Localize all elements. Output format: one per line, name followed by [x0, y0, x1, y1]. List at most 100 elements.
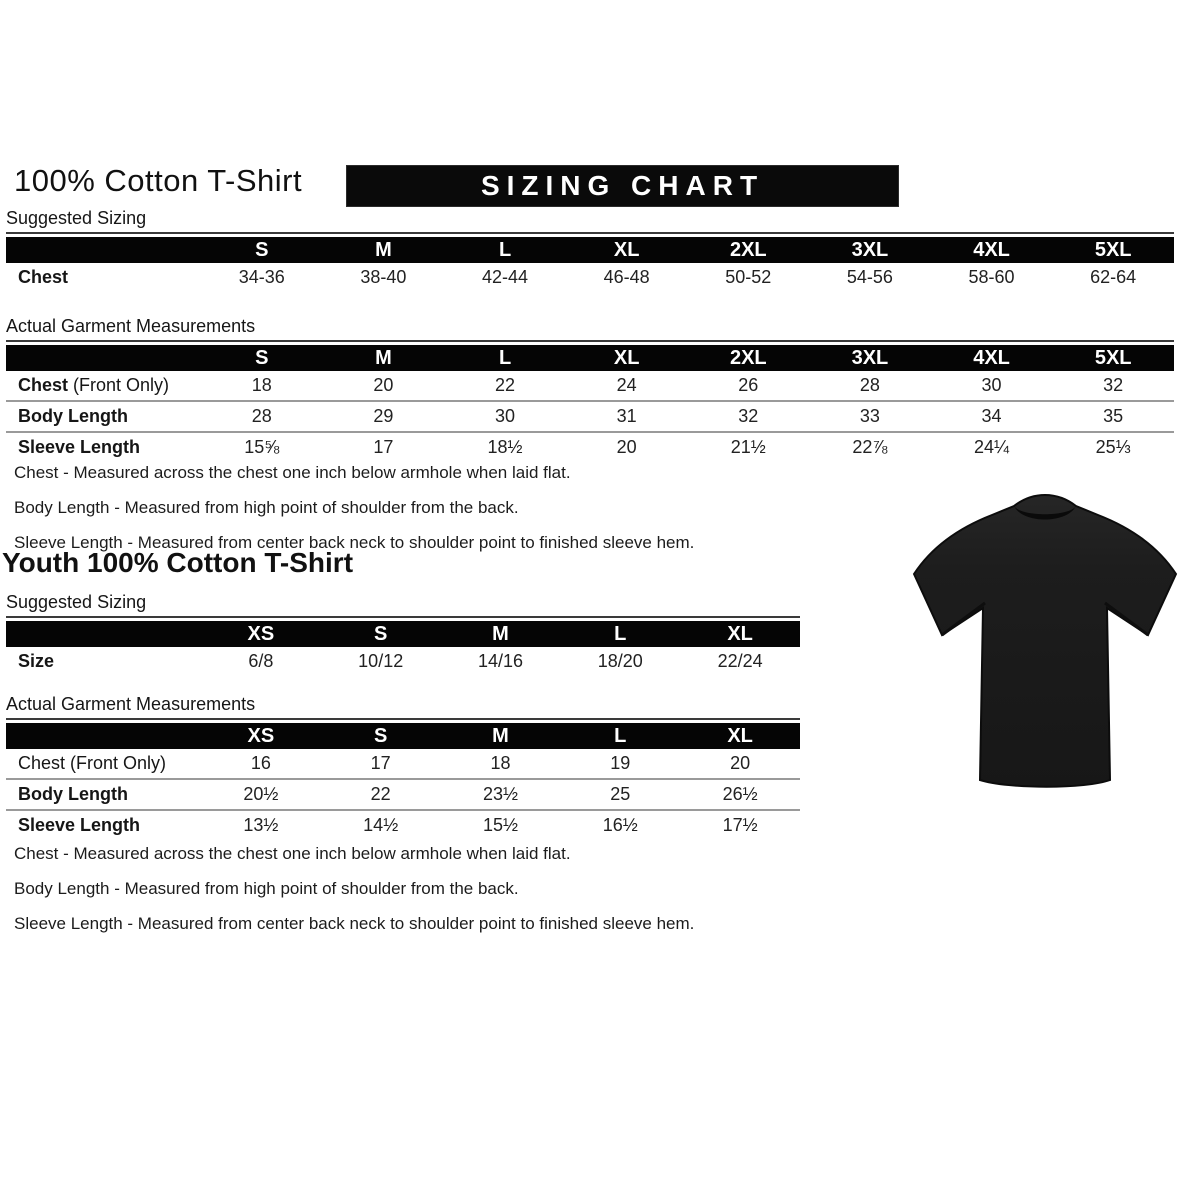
measurement-cell: 16½	[560, 809, 681, 840]
measurement-cell: 54-56	[846, 267, 893, 287]
measurement-cell: 22	[320, 778, 441, 810]
tshirt-body	[912, 493, 1178, 788]
measurement-cell: 26½	[680, 778, 800, 810]
measurement-cell: 34-36	[238, 267, 285, 287]
size-column-header: 3XL	[809, 345, 931, 371]
size-column-header: S	[320, 723, 441, 749]
sizing-chart-banner-label: SIZING CHART	[480, 170, 765, 201]
row-label: Chest	[18, 267, 69, 287]
divider-rule	[6, 232, 1174, 234]
table-row: Sleeve Length 13½ 14½ 15½ 16½ 17½	[6, 809, 800, 840]
measurement-cell: 24¼	[930, 431, 1053, 462]
measurement-cell: 15½	[440, 809, 561, 840]
size-column-header: S	[320, 621, 441, 647]
measurement-cell: 33	[809, 400, 931, 432]
divider-rule	[6, 616, 800, 618]
size-column-header: M	[322, 237, 445, 263]
table-row: Chest 34-36 38-40 42-44 46-48 50-52 54-56 58-60…	[6, 263, 1174, 292]
adult-measurement-notes: Chest - Measured across the chest one in…	[14, 455, 694, 560]
youth-measurements-label: Actual Garment Measurements	[6, 694, 256, 714]
note-line: Chest - Measured across the chest one in…	[14, 844, 571, 863]
measurement-cell: 35	[1052, 400, 1174, 432]
measurement-cell: 21½	[687, 431, 810, 462]
measurement-cell: 18	[490, 753, 511, 773]
corner-header-cell	[6, 621, 201, 647]
measurement-cell: 30	[981, 375, 1002, 395]
size-column-header: 3XL	[809, 237, 931, 263]
measurement-cell: 6/8	[248, 651, 274, 671]
note-line: Body Length - Measured from high point o…	[14, 879, 519, 898]
measurement-cell: 29	[322, 400, 445, 432]
table-row: Body Length 28 29 30 31 32 33 34 35	[6, 400, 1174, 432]
corner-header-cell	[6, 345, 201, 371]
size-column-header: XS	[201, 723, 321, 749]
adult-suggested-sizing-label: Suggested Sizing	[6, 208, 147, 228]
measurement-cell: 10/12	[358, 651, 404, 671]
table-row: Chest (Front Only) 16 17 18 19 20	[6, 749, 800, 779]
row-label: Sleeve Length	[6, 809, 201, 840]
table-row: Chest (Front Only) 18 20 22 24 26 28 30 32	[6, 371, 1174, 401]
measurement-cell: 18/20	[597, 651, 643, 671]
measurement-cell: 17½	[680, 809, 800, 840]
measurement-cell: 34	[930, 400, 1053, 432]
measurement-cell: 24	[616, 375, 637, 395]
row-label-suffix: (Front Only)	[68, 375, 170, 395]
size-column-header: XS	[201, 621, 321, 647]
measurement-cell: 19	[610, 753, 631, 773]
measurement-cell: 14½	[320, 809, 441, 840]
note-line: Sleeve Length - Measured from center bac…	[14, 914, 695, 933]
measurement-cell: 16	[250, 753, 271, 773]
measurement-cell: 18½	[444, 431, 566, 462]
size-column-header: L	[560, 621, 681, 647]
measurement-cell: 25⅓	[1052, 431, 1174, 462]
size-column-header: 5XL	[1052, 237, 1174, 263]
measurement-cell: 22	[495, 375, 516, 395]
measurement-cell: 28	[201, 400, 323, 432]
measurement-cell: 25	[560, 778, 681, 810]
size-column-header: XL	[680, 621, 800, 647]
row-label: Chest (Front Only)	[18, 375, 170, 395]
size-column-header: M	[322, 345, 445, 371]
measurement-cell: 23½	[440, 778, 561, 810]
size-column-header: 5XL	[1052, 345, 1174, 371]
size-column-header: XL	[565, 345, 688, 371]
measurement-cell: 17	[370, 753, 391, 773]
measurement-cell: 15⅝	[201, 431, 323, 462]
size-column-header: S	[201, 345, 323, 371]
measurement-cell: 20	[373, 375, 394, 395]
black-tshirt-image	[893, 475, 1198, 820]
size-column-header: 4XL	[930, 345, 1053, 371]
size-column-header: L	[560, 723, 681, 749]
size-column-header: L	[444, 345, 566, 371]
size-column-header: L	[444, 237, 566, 263]
measurement-cell: 22/24	[717, 651, 763, 671]
tshirt-sleeve-crease	[941, 601, 1149, 637]
measurement-cell: 38-40	[360, 267, 407, 287]
measurement-cell: 14/16	[477, 651, 524, 671]
measurement-cell: 32	[1103, 375, 1124, 395]
measurement-cell: 20	[565, 431, 688, 462]
sizing-chart-banner: SIZING CHART	[347, 166, 898, 206]
size-column-header: 2XL	[687, 345, 810, 371]
measurement-cell: 31	[565, 400, 688, 432]
tshirt-collar	[1014, 506, 1076, 520]
measurement-cell: 32	[687, 400, 810, 432]
measurement-cell: 46-48	[603, 267, 650, 287]
corner-header-cell	[6, 237, 201, 263]
measurement-cell: 62-64	[1090, 267, 1137, 287]
table-row: Body Length 20½ 22 23½ 25 26½	[6, 778, 800, 810]
table-row: Size 6/8 10/12 14/16 18/20 22/24	[6, 647, 800, 676]
size-column-header: XL	[565, 237, 688, 263]
row-label: Sleeve Length	[6, 431, 201, 462]
measurement-cell: 42-44	[482, 267, 529, 287]
size-column-header: M	[440, 723, 561, 749]
youth-measurement-notes: Chest - Measured across the chest one in…	[14, 836, 694, 941]
adult-measurements-label: Actual Garment Measurements	[6, 316, 256, 336]
measurement-cell: 20	[730, 753, 751, 773]
youth-suggested-sizing-table: XS S M L XL Size 6/8 10/12 14/16 18/20 22/24	[6, 621, 800, 676]
adult-suggested-sizing-table: S M L XL 2XL 3XL 4XL 5XL Chest 34-36 38-40 42-44 46-…	[6, 237, 1174, 292]
measurement-cell: 30	[444, 400, 566, 432]
row-label: Body Length	[6, 400, 201, 432]
size-column-header: M	[440, 621, 561, 647]
youth-page-title: Youth 100% Cotton T-Shirt	[2, 547, 354, 578]
